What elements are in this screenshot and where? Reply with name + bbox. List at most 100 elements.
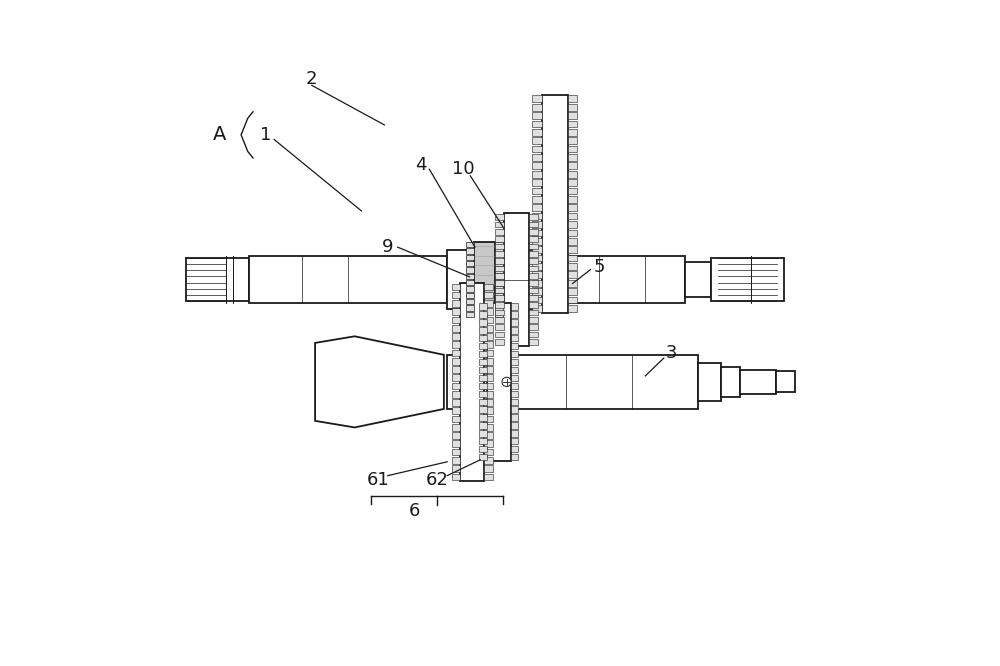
Bar [479,335,487,342]
Bar [484,316,493,323]
Bar [529,214,538,220]
Bar [532,112,542,119]
Bar [568,263,577,270]
Text: 62: 62 [426,471,449,489]
Bar [495,251,504,257]
Bar [452,316,460,323]
Bar [484,391,493,398]
Bar [484,432,493,439]
Bar [495,280,504,286]
Bar [495,214,504,220]
Text: 4: 4 [415,156,426,174]
Bar [452,399,460,406]
Bar [529,244,538,250]
Bar [532,146,542,153]
Bar [479,359,487,365]
Bar [452,284,460,290]
Bar [511,430,518,436]
Bar [452,466,460,472]
Bar [568,230,577,236]
Bar [479,454,487,460]
Bar [511,375,518,381]
Bar [495,288,504,294]
Bar [532,272,542,278]
Bar [532,154,542,161]
Bar [542,95,568,312]
Bar [511,383,518,389]
Bar [474,242,495,318]
Bar [484,366,493,373]
Bar [452,383,460,390]
Bar [479,406,487,413]
Bar [452,391,460,398]
Bar [495,310,504,316]
Bar [487,302,511,461]
Bar [479,367,487,373]
Bar [529,273,538,279]
Text: 1: 1 [260,126,271,144]
Bar [484,342,493,348]
Bar [479,414,487,421]
Bar [484,292,493,298]
Bar [466,293,474,298]
Bar [568,212,577,220]
Bar [532,121,542,127]
Bar [532,212,542,220]
Bar [532,221,542,228]
Bar [484,424,493,431]
Bar [532,280,542,286]
Bar [484,449,493,456]
Bar [568,121,577,127]
Bar [711,258,784,301]
Bar [532,179,542,186]
Bar [479,327,487,334]
Text: 6: 6 [408,502,420,520]
Bar [452,333,460,340]
Bar [484,399,493,406]
Bar [568,221,577,228]
Bar [484,374,493,381]
Bar [529,324,538,330]
Bar [479,390,487,397]
Bar [479,375,487,381]
Bar [495,332,504,338]
Bar [511,311,518,318]
Bar [452,416,460,422]
Bar [484,350,493,356]
Bar [495,236,504,242]
Bar [484,325,493,332]
Bar [511,304,518,310]
Bar [466,274,474,279]
Bar [511,422,518,429]
Text: 10: 10 [452,161,475,178]
Bar [452,292,460,298]
Bar [532,296,542,303]
Text: 61: 61 [366,471,389,489]
Bar [532,238,542,244]
Bar [532,137,542,144]
Bar [495,242,503,247]
Bar [511,343,518,350]
Bar [511,454,518,460]
Bar [511,406,518,413]
Bar [479,422,487,429]
Bar [529,280,538,286]
Bar [495,295,504,301]
Bar [532,104,542,111]
Bar [511,438,518,444]
Bar [568,95,577,102]
Bar [568,188,577,194]
Bar [529,236,538,242]
Bar [495,258,504,264]
Bar [511,390,518,397]
Bar [466,312,474,317]
Bar [495,339,504,345]
Bar [529,266,538,272]
Bar [452,424,460,431]
Bar [495,273,504,279]
Bar [529,258,538,264]
Bar [495,324,504,330]
Bar [532,230,542,236]
Bar [466,261,474,266]
Bar [452,408,460,414]
